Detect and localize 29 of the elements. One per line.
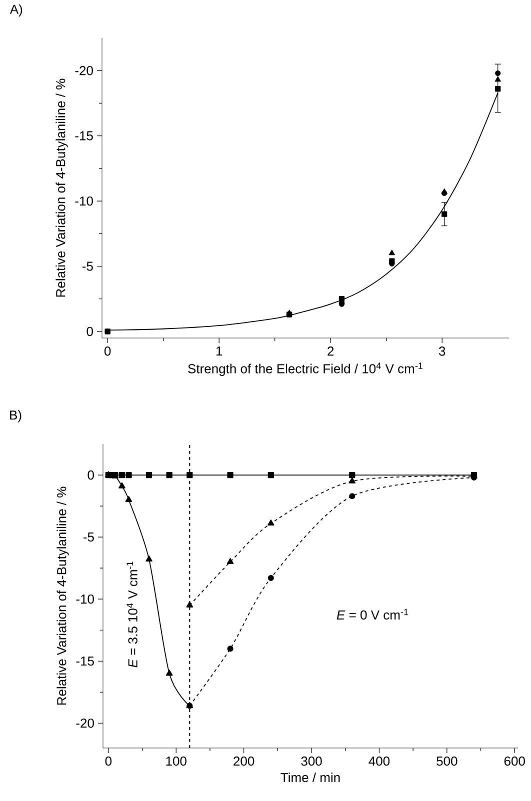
x-tick-label: 600 [504,756,525,766]
x-axis-title: Time / min [280,772,340,782]
y-axis-title: Relative Variation of 4-Butylaniline / % [56,486,69,705]
x-tick-label: 3 [438,346,446,356]
x-tick-label: 2 [328,346,334,356]
y-tick-label: -5 [83,532,94,542]
y-tick-label: 0 [88,470,94,480]
x-tick-label: 0 [105,756,112,766]
y-tick-label: -15 [76,656,94,666]
annotation: E = 0 V cm$^{-1}$ [336,608,408,620]
y-tick-label: -10 [76,594,94,604]
y-tick-label: -10 [75,196,93,206]
x-axis-title: Strength of the Electric Field / 10$^{4}$ V cm$^{-1}$ [188,362,423,376]
x-tick-label: 400 [368,756,390,766]
x-tick-label: 0 [104,346,111,356]
y-tick-label: -15 [75,131,93,140]
chart-title: B) [10,410,22,422]
x-tick-label: 200 [234,756,254,766]
annotation: E = 3.5 10$^{4}$ V cm$^{-1}$ [126,562,138,668]
y-axis-title: Relative Variation of 4-Butylaniline / % [56,78,68,297]
y-tick-label: -20 [75,66,93,76]
y-tick-label: -5 [82,262,93,271]
x-tick-label: 500 [436,756,458,766]
y-tick-label: 0 [86,326,93,336]
x-tick-label: 300 [301,756,322,766]
y-tick-label: -20 [76,718,94,728]
x-tick-label: 100 [166,756,186,766]
x-tick-label: 1 [216,346,222,356]
chart-title: A) [10,4,22,16]
